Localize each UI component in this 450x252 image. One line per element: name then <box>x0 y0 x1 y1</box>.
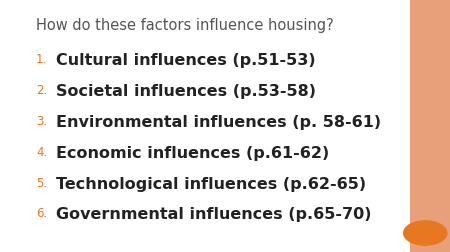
FancyBboxPatch shape <box>410 0 450 252</box>
Text: 4.: 4. <box>36 145 47 158</box>
Text: 5.: 5. <box>36 176 47 189</box>
Text: 1.: 1. <box>36 53 47 66</box>
Text: Economic influences (p.61-62): Economic influences (p.61-62) <box>56 145 329 160</box>
Text: How do these factors influence housing?: How do these factors influence housing? <box>36 18 334 33</box>
Circle shape <box>404 221 447 245</box>
Text: Environmental influences (p. 58-61): Environmental influences (p. 58-61) <box>56 114 382 129</box>
Text: 3.: 3. <box>36 114 47 127</box>
Text: 6.: 6. <box>36 207 47 219</box>
Text: Governmental influences (p.65-70): Governmental influences (p.65-70) <box>56 207 372 222</box>
Text: Cultural influences (p.51-53): Cultural influences (p.51-53) <box>56 53 316 68</box>
Text: Societal influences (p.53-58): Societal influences (p.53-58) <box>56 84 316 99</box>
FancyBboxPatch shape <box>0 0 410 252</box>
Text: Technological influences (p.62-65): Technological influences (p.62-65) <box>56 176 366 191</box>
Text: 2.: 2. <box>36 84 47 97</box>
